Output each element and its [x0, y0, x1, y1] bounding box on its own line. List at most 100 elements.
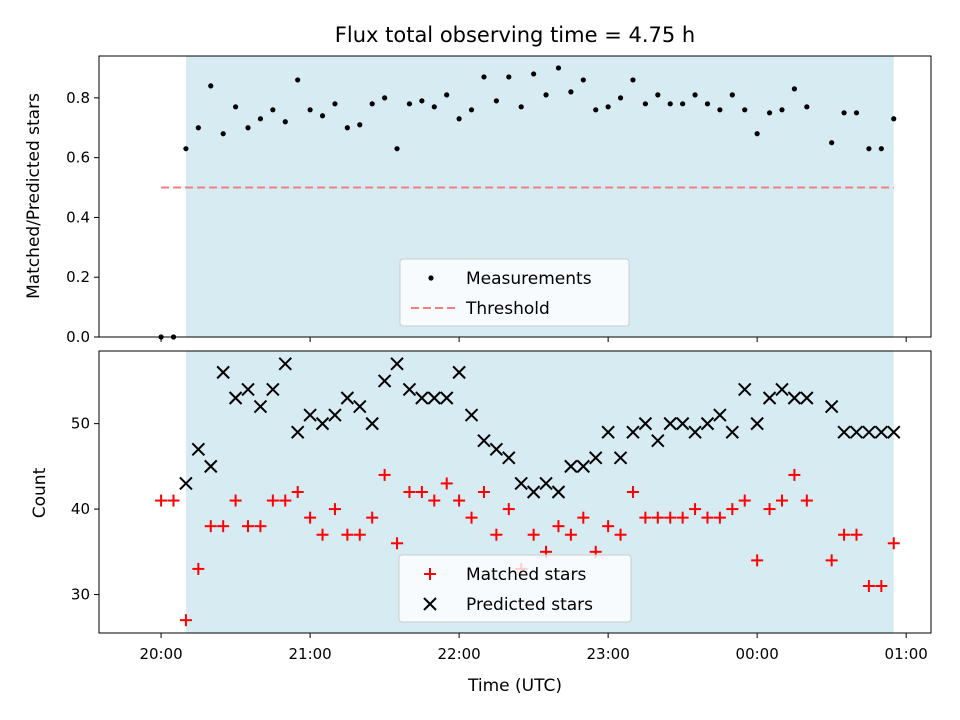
matched-star-point [291, 486, 304, 498]
matched-star-point [403, 486, 416, 498]
bottom-legend: Matched stars Predicted stars [398, 554, 632, 623]
matched-star-point [800, 494, 813, 507]
predicted-star-point [713, 408, 727, 422]
measurement-point [568, 89, 574, 95]
predicted-star-point [365, 416, 379, 431]
matched-star-point [279, 494, 292, 507]
matched-star-point [353, 528, 366, 541]
matched-star-point [788, 468, 801, 481]
predicted-star-point [204, 459, 218, 474]
measurement-point [704, 101, 711, 107]
predicted-star-point [415, 391, 429, 405]
x-tick-label: 00:00 [736, 645, 779, 663]
measurement-point [543, 92, 549, 98]
matched-star-point [862, 580, 875, 592]
predicted-star-point [315, 416, 330, 431]
matched-star-point [316, 528, 329, 541]
matched-star-point [304, 511, 317, 524]
matched-star-point [651, 511, 664, 524]
measurement-point [692, 92, 698, 98]
predicted-star-point [849, 425, 864, 439]
predicted-star-point [253, 399, 268, 414]
predicted-star-point [427, 391, 441, 405]
measurement-point [382, 95, 388, 101]
bottom-y-ticks: 30 40 50 [71, 415, 99, 604]
predicted-star-point [228, 391, 243, 405]
matched-star-point [366, 511, 379, 524]
matched-star-point [875, 580, 888, 592]
matched-star-point [155, 494, 168, 507]
matched-stars-points [155, 468, 900, 627]
bottom-x-ticks: 20:00 21:00 22:00 23:00 00:00 01:00 [139, 633, 928, 663]
measurement-point [332, 101, 338, 107]
matched-star-point [887, 537, 900, 550]
measurement-point [617, 95, 624, 101]
measurement-point [804, 104, 810, 110]
measurement-point [766, 110, 773, 116]
predicted-star-point [738, 382, 752, 397]
measurement-point [593, 107, 599, 113]
measurement-point [468, 107, 475, 113]
measurement-point [667, 101, 673, 107]
x-tick-label: 23:00 [587, 645, 630, 663]
predicted-star-point [526, 485, 541, 499]
predicted-star-point [626, 425, 640, 439]
matched-star-point [378, 468, 391, 481]
predicted-star-point [489, 442, 504, 456]
matched-star-point [602, 520, 615, 533]
matched-star-point [689, 503, 702, 516]
y-tick-label: 0.8 [66, 89, 90, 107]
bottom-panel: 30 40 50 20:00 21:00 22:00 23:00 00:00 01:00 Co… [30, 350, 932, 696]
measurement-point [493, 98, 499, 104]
top-y-ticks: 0.0 0.2 0.4 0.6 0.8 [66, 89, 99, 346]
matched-star-point [428, 494, 441, 507]
predicted-star-point [824, 399, 839, 414]
measurement-point [605, 104, 611, 110]
x-tick-label: 01:00 [885, 645, 928, 663]
measurement-point [245, 125, 251, 131]
predicted-star-point [874, 425, 889, 439]
predicted-stars-points [179, 357, 901, 499]
measurement-point [853, 110, 860, 116]
predicted-star-point [700, 416, 715, 431]
y-tick-label: 0.2 [66, 268, 90, 286]
predicted-star-point [303, 408, 317, 422]
matched-star-point [614, 528, 627, 541]
matched-star-point [564, 528, 577, 541]
measurement-point [878, 146, 884, 152]
predicted-star-point [551, 485, 566, 499]
y-tick-label: 0.6 [66, 149, 90, 167]
y-tick-label: 0.4 [66, 208, 90, 226]
predicted-star-point [266, 382, 280, 397]
measurement-point [729, 92, 735, 98]
top-y-axis-label: Matched/Predicted stars [24, 93, 44, 299]
measurement-point [270, 107, 276, 113]
measurement-point [754, 131, 760, 137]
matched-star-point [626, 486, 639, 498]
predicted-star-point [589, 451, 603, 465]
matched-star-point [328, 503, 341, 516]
measurement-point [518, 104, 524, 110]
measurement-point [220, 131, 226, 137]
top-x-ticks [160, 337, 907, 342]
measurement-point [655, 92, 661, 98]
predicted-star-point [278, 357, 292, 371]
legend-matched-label: Matched stars [466, 565, 586, 585]
predicted-star-point [502, 451, 516, 465]
predicted-star-point [750, 416, 764, 431]
matched-star-point [763, 503, 776, 516]
matched-star-point [440, 477, 453, 490]
matched-star-point [415, 486, 428, 498]
predicted-star-point [340, 391, 355, 405]
measurement-point [456, 116, 462, 122]
measurement-point [319, 113, 326, 119]
matched-star-point [204, 520, 217, 533]
y-tick-label: 50 [71, 415, 90, 433]
measurement-point [866, 146, 872, 152]
matched-star-point [490, 528, 503, 541]
measurement-point [580, 77, 586, 83]
predicted-star-point [539, 476, 553, 491]
predicted-star-point [601, 425, 615, 439]
predicted-star-point [775, 382, 789, 397]
matched-star-point [850, 528, 863, 541]
